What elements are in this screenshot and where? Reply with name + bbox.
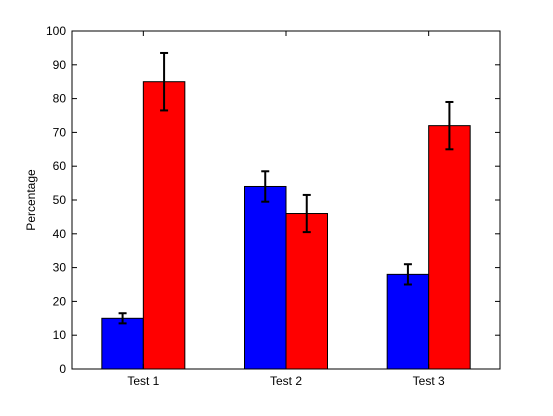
bar-series-1-test-3	[386, 273, 430, 370]
y-tick-label: 50	[53, 193, 67, 207]
bars-group	[101, 81, 471, 370]
x-axis-ticks: Test 1 Test 2 Test 3	[127, 31, 445, 388]
y-tick-label: 60	[53, 159, 67, 173]
error-bars-group	[118, 51, 454, 325]
y-tick-label: 70	[53, 125, 67, 139]
bar-series-2-test-3	[428, 125, 471, 370]
bar-series-2-test-1	[142, 81, 186, 370]
x-tick-label: Test 1	[127, 374, 159, 388]
error-bar-series-2-test-1	[160, 51, 169, 112]
axes-frame	[71, 30, 501, 370]
y-tick-label: 100	[46, 24, 66, 38]
y-axis-ticks: 0 10 20 30 40 50 60 70 80 90 100	[46, 24, 500, 376]
error-bar-series-1-test-3	[403, 263, 412, 286]
error-bar-series-1-test-1	[118, 312, 127, 325]
error-bar-series-2-test-3	[445, 100, 454, 151]
y-tick-label: 40	[53, 227, 67, 241]
x-tick-label: Test 2	[270, 374, 302, 388]
y-tick-label: 80	[53, 92, 67, 106]
x-tick-label: Test 3	[413, 374, 445, 388]
y-axis-label: Percentage	[24, 169, 38, 231]
y-tick-label: 0	[59, 362, 66, 376]
y-tick-label: 10	[53, 328, 67, 342]
y-tick-label: 20	[53, 294, 67, 308]
y-tick-label: 30	[53, 261, 67, 275]
bar-series-1-test-1	[101, 317, 144, 370]
y-tick-label: 90	[53, 58, 67, 72]
error-bar-series-2-test-2	[302, 193, 311, 234]
error-bar-series-1-test-2	[261, 170, 270, 203]
bar-series-2-test-2	[285, 213, 328, 370]
bar-series-1-test-2	[244, 185, 287, 370]
